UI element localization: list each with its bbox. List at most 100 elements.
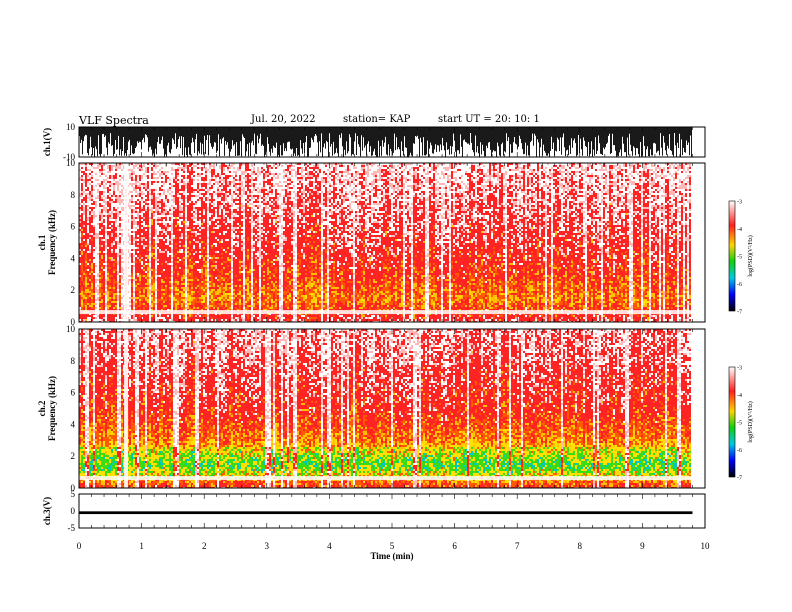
spectrogram-cell	[159, 243, 161, 245]
spectrogram-cell	[177, 223, 179, 225]
spectrogram-cell	[229, 275, 231, 277]
spectrogram-cell	[205, 235, 207, 237]
spectrogram-cell	[137, 257, 139, 259]
spectrogram-cell	[165, 231, 167, 233]
spectrogram-cell	[213, 211, 215, 213]
spectrogram-cell	[215, 273, 217, 275]
spectrogram-cell	[145, 275, 147, 277]
spectrogram-cell	[205, 309, 207, 311]
spectrogram-cell	[181, 243, 183, 245]
spectrogram-cell	[131, 299, 133, 301]
spectrogram-cell	[151, 265, 153, 267]
spectrogram-cell	[197, 285, 199, 287]
spectrogram-cell	[97, 291, 99, 293]
spectrogram-cell	[231, 247, 233, 249]
spectrogram-cell	[165, 217, 167, 219]
spectrogram-cell	[191, 241, 193, 243]
spectrogram-cell	[135, 227, 137, 229]
spectrogram-cell	[249, 175, 251, 177]
spectrogram-cell	[239, 185, 241, 187]
spectrogram-cell	[147, 237, 149, 239]
spectrogram-cell	[199, 275, 201, 277]
spectrogram-cell	[233, 303, 235, 305]
spectrogram-cell	[189, 183, 191, 185]
spectrogram-cell	[229, 251, 231, 253]
spectrogram-cell	[179, 237, 181, 239]
spectrogram-cell	[85, 291, 87, 293]
spectrogram-cell	[179, 261, 181, 263]
spectrogram-cell	[141, 273, 143, 275]
spectrogram-cell	[239, 297, 241, 299]
spectrogram-cell	[151, 295, 153, 297]
spectrogram-cell	[163, 299, 165, 301]
spectrogram-cell	[81, 269, 83, 271]
spectrogram-cell	[143, 319, 145, 321]
spectrogram-cell	[149, 193, 151, 195]
spectrogram-cell	[79, 305, 81, 307]
spectrogram-cell	[181, 193, 183, 195]
spectrogram-cell	[161, 231, 163, 233]
spectrogram-cell	[89, 223, 91, 225]
spectrogram-cell	[103, 249, 105, 251]
spectrogram-cell	[175, 207, 177, 209]
spectrogram-cell	[141, 167, 143, 169]
spectrogram-cell	[153, 271, 155, 273]
spectrogram-cell	[85, 167, 87, 169]
spectrogram-cell	[171, 319, 173, 321]
spectrogram-cell	[139, 193, 141, 195]
spectrogram-cell	[217, 269, 219, 271]
spectrogram-cell	[189, 307, 191, 309]
spectrogram-cell	[243, 163, 245, 165]
spectrogram-cell	[205, 263, 207, 265]
spectrogram-cell	[211, 175, 213, 177]
spectrogram-cell	[221, 211, 223, 213]
spectrogram-cell	[179, 257, 181, 259]
spectrogram-cell	[221, 237, 223, 239]
spectrogram-cell	[81, 287, 83, 289]
spectrogram-cell	[95, 215, 97, 217]
spectrogram-cell	[165, 253, 167, 255]
spectrogram-cell	[245, 235, 247, 237]
spectrogram-cell	[223, 197, 225, 199]
spectrogram-cell	[177, 273, 179, 275]
spectrogram-cell	[199, 249, 201, 251]
spectrogram-cell	[191, 237, 193, 239]
spectrogram-cell	[163, 207, 165, 209]
spectrogram-cell	[213, 225, 215, 227]
spectrogram-cell	[115, 243, 117, 245]
spectrogram-cell	[229, 167, 231, 169]
spectrogram-cell	[99, 197, 101, 199]
spectrogram-cell	[79, 247, 81, 249]
spectrogram-cell	[135, 237, 137, 239]
spectrogram-cell	[189, 229, 191, 231]
spectrogram-cell	[131, 185, 133, 187]
spectrogram-cell	[169, 255, 171, 257]
spectrogram-cell	[87, 249, 89, 251]
spectrogram-cell	[237, 303, 239, 305]
spectrogram-cell	[131, 213, 133, 215]
spectrogram-cell	[205, 237, 207, 239]
spectrogram-cell	[189, 275, 191, 277]
spectrogram-cell	[79, 265, 81, 267]
spectrogram-cell	[105, 239, 107, 241]
spectrogram-cell	[239, 175, 241, 177]
spectrogram-cell	[81, 249, 83, 251]
spectrogram-cell	[241, 273, 243, 275]
spectrogram-cell	[231, 257, 233, 259]
spectrogram-cell	[175, 177, 177, 179]
spectrogram-cell	[141, 305, 143, 307]
spectrogram-cell	[113, 315, 115, 317]
spectrogram-cell	[191, 207, 193, 209]
spectrogram-cell	[183, 199, 185, 201]
date-label: Jul. 20, 2022	[251, 114, 316, 125]
spectrogram-cell	[237, 167, 239, 169]
spectrogram-cell	[135, 287, 137, 289]
spectrogram-cell	[111, 183, 113, 185]
spectrogram-cell	[233, 279, 235, 281]
spectrogram-cell	[183, 175, 185, 177]
spectrogram-cell	[87, 265, 89, 267]
spectrogram-cell	[233, 249, 235, 251]
spectrogram-cell	[103, 253, 105, 255]
spectrogram-cell	[147, 233, 149, 235]
spectrogram-cell	[181, 185, 183, 187]
